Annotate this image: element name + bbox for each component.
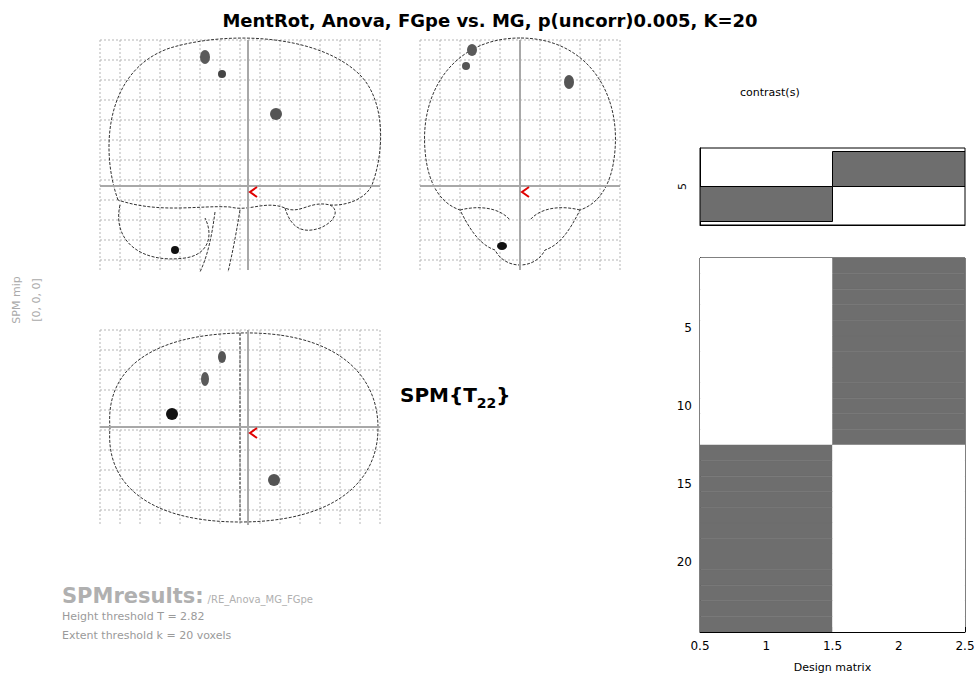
svg-text:1.5: 1.5: [823, 639, 842, 653]
svg-text:10: 10: [677, 399, 692, 413]
svg-text:2: 2: [895, 639, 903, 653]
svg-text:Height threshold T = 2.82: Height threshold T = 2.82: [62, 610, 205, 623]
svg-text:contrast(s): contrast(s): [740, 86, 800, 99]
svg-text:0.5: 0.5: [690, 639, 709, 653]
svg-text:20: 20: [677, 555, 692, 569]
svg-text:5: 5: [684, 321, 692, 335]
svg-text:Extent threshold k = 20 voxels: Extent threshold k = 20 voxels: [62, 629, 232, 642]
svg-text:SPM mip: SPM mip: [10, 276, 23, 323]
svg-text:1: 1: [762, 639, 770, 653]
svg-text:15: 15: [677, 477, 692, 491]
svg-text:SPM{T22}: SPM{T22}: [400, 383, 511, 411]
svg-text:5: 5: [676, 183, 689, 190]
svg-text:MentRot, Anova, FGpe vs. MG, p: MentRot, Anova, FGpe vs. MG, p(uncorr)0.…: [222, 10, 757, 31]
svg-text:[0, 0, 0]: [0, 0, 0]: [30, 278, 43, 322]
svg-text:Design matrix: Design matrix: [794, 661, 872, 674]
svg-text:SPMresults:/RE_Anova_MG_FGpe: SPMresults:/RE_Anova_MG_FGpe: [62, 584, 313, 608]
svg-text:2.5: 2.5: [955, 639, 974, 653]
